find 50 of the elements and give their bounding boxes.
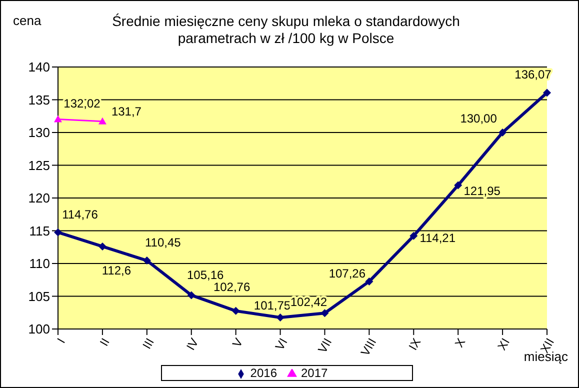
y-tick-label: 125 <box>28 158 50 173</box>
chart-title: Średnie miesięczne ceny skupu mleka o standardowych parametrach w zł /100 kg w Polsce <box>111 13 461 47</box>
point <box>410 232 418 240</box>
x-tick-label: XI <box>494 336 513 353</box>
x-tick-label: IX <box>406 336 424 353</box>
point <box>498 128 507 136</box>
point <box>232 306 240 315</box>
point <box>454 181 462 190</box>
point <box>142 256 151 265</box>
y-tick-label: 130 <box>28 125 50 140</box>
data-label: 110,45 <box>145 236 182 250</box>
y-tick-label: 105 <box>28 288 50 304</box>
data-label: 101,75 <box>254 298 291 313</box>
data-label: 114,21 <box>420 230 456 245</box>
point <box>187 291 196 300</box>
x-tick-label: V <box>230 336 246 350</box>
x-tick-label: X <box>452 336 468 350</box>
legend-label: 2017 <box>301 366 328 380</box>
data-label: 112,6 <box>102 263 132 278</box>
point <box>276 314 284 322</box>
y-axis-title: cena <box>13 13 42 28</box>
point <box>320 309 329 318</box>
x-tick-label: VI <box>272 336 290 353</box>
point <box>543 88 551 97</box>
data-label: 102,42 <box>290 295 328 310</box>
x-tick-label: XII <box>538 336 557 356</box>
data-label: 105,16 <box>187 268 224 282</box>
y-tick-label: 100 <box>28 322 50 337</box>
y-tick-label: 110 <box>29 256 50 272</box>
point <box>98 242 106 250</box>
data-label: 121,95 <box>464 184 501 198</box>
data-label: 131,7 <box>111 104 142 118</box>
legend-label: 2016 <box>250 366 277 380</box>
y-tick-label: 115 <box>29 223 50 238</box>
y-tick-label: 140 <box>28 60 50 75</box>
y-tick-label: 135 <box>28 92 50 108</box>
data-label: 114,76 <box>62 207 98 222</box>
x-tick-label: III <box>140 336 157 352</box>
data-label: 130,00 <box>460 112 498 126</box>
data-label: 107,26 <box>328 266 366 280</box>
point <box>365 277 374 286</box>
x-tick-label: VIII <box>358 336 380 358</box>
data-label: 136,07 <box>514 68 552 82</box>
point <box>54 228 62 236</box>
x-tick-label: II <box>96 336 112 349</box>
x-tick-label: IV <box>184 336 202 353</box>
x-tick-label: VII <box>315 336 335 356</box>
data-label: 102,76 <box>213 280 250 294</box>
y-tick-label: 120 <box>28 190 50 206</box>
x-tick-label: I <box>54 336 68 346</box>
